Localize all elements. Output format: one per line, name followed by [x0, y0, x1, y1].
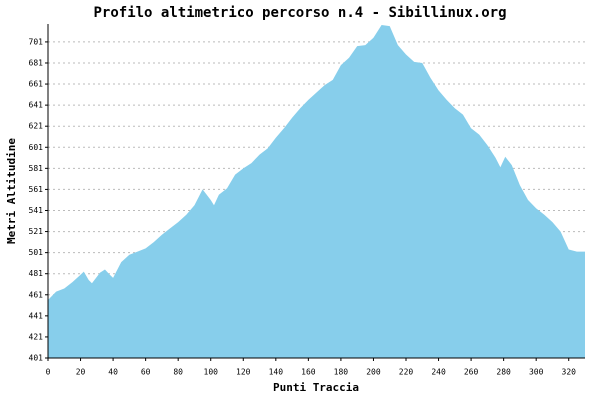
x-tick-label: 240: [431, 368, 446, 377]
x-tick-label: 300: [529, 368, 544, 377]
y-tick-label: 661: [29, 80, 44, 89]
x-tick-label: 260: [464, 368, 479, 377]
x-tick-label: 220: [399, 368, 414, 377]
y-tick-label: 461: [29, 290, 44, 299]
x-tick-label: 280: [496, 368, 511, 377]
x-tick-label: 180: [334, 368, 349, 377]
chart-title: Profilo altimetrico percorso n.4 - Sibil…: [93, 5, 506, 21]
x-tick-label: 20: [76, 368, 86, 377]
x-tick-label: 200: [366, 368, 381, 377]
x-tick-label: 120: [236, 368, 251, 377]
elevation-area: [48, 25, 585, 359]
y-tick-label: 701: [29, 37, 44, 46]
y-axis-label: Metri Altitudine: [5, 138, 18, 244]
x-axis-label: Punti Traccia: [273, 381, 359, 394]
x-tick-label: 80: [173, 368, 183, 377]
y-tick-label: 541: [29, 206, 44, 215]
x-tick-label: 160: [301, 368, 316, 377]
y-tick-label: 681: [29, 58, 44, 67]
x-tick-label: 40: [108, 368, 118, 377]
y-tick-label: 501: [29, 248, 44, 257]
x-tick-label: 60: [141, 368, 151, 377]
y-tick-label: 421: [29, 332, 44, 341]
y-tick-label: 581: [29, 164, 44, 173]
x-tick-label: 100: [204, 368, 219, 377]
y-tick-label: 521: [29, 227, 44, 236]
x-tick-label: 0: [46, 368, 51, 377]
y-tick-label: 621: [29, 122, 44, 131]
y-tick-label: 481: [29, 269, 44, 278]
y-tick-label: 641: [29, 101, 44, 110]
x-tick-label: 140: [269, 368, 284, 377]
y-tick-label: 401: [29, 354, 44, 363]
y-tick-label: 561: [29, 185, 44, 194]
y-tick-label: 601: [29, 143, 44, 152]
x-tick-label: 320: [562, 368, 577, 377]
y-tick-label: 441: [29, 311, 44, 320]
